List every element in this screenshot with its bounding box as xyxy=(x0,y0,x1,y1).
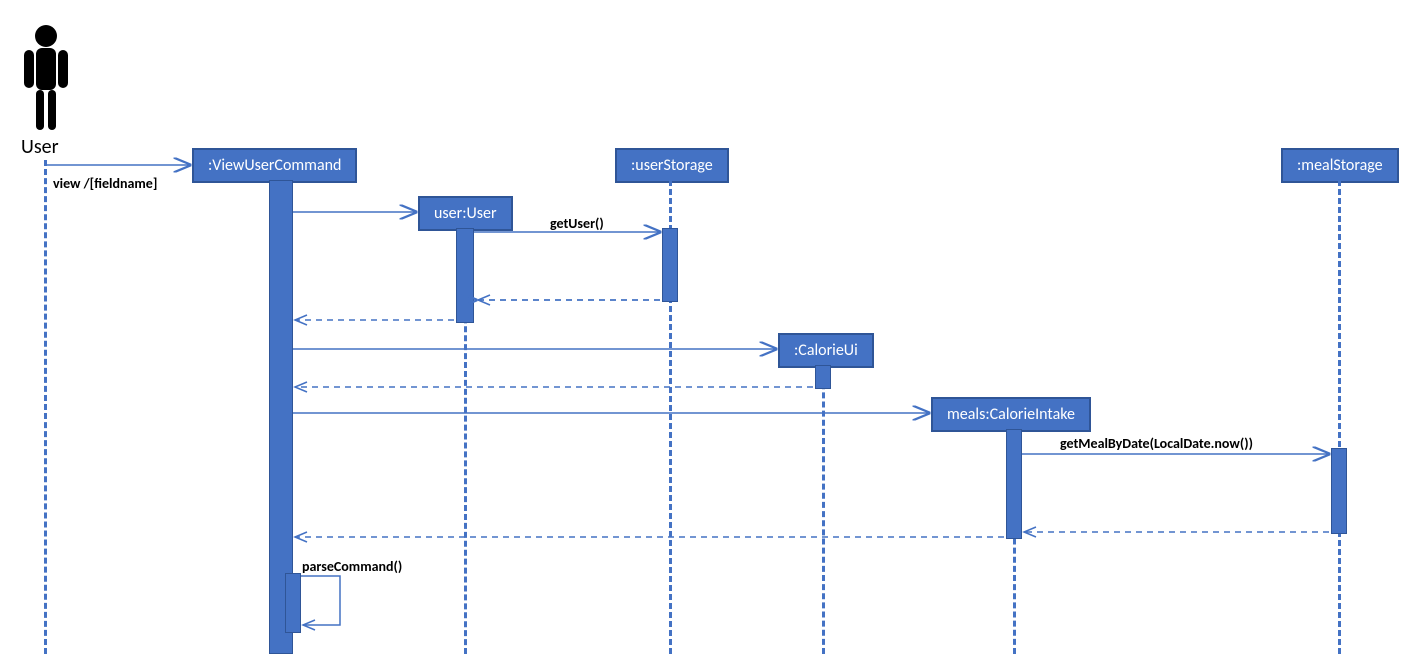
participant-mealstorage: :mealStorage xyxy=(1281,148,1399,183)
participant-label: user:User xyxy=(434,204,497,223)
participant-mealscalorieintake: meals:CalorieIntake xyxy=(931,397,1091,432)
actor-label: User xyxy=(21,135,59,159)
participant-viewusercommand: :ViewUserCommand xyxy=(192,148,357,183)
lifeline-mealstorage xyxy=(1338,180,1341,654)
msg-parsecommand: parseCommand() xyxy=(302,558,402,575)
participant-label: :userStorage xyxy=(631,156,713,175)
activation-userstorage xyxy=(662,228,678,302)
activation-useruser xyxy=(456,228,474,323)
participant-calorieui: :CalorieUi xyxy=(778,333,874,368)
actor-icon xyxy=(24,24,68,134)
lifeline-user xyxy=(44,160,47,654)
activation-parsecommand xyxy=(285,573,301,633)
participant-userstorage: :userStorage xyxy=(615,148,729,183)
activation-mealscalorieintake xyxy=(1006,429,1022,539)
lifeline-calorieui xyxy=(822,365,825,654)
msg-view-fieldname: view /[fieldname] xyxy=(53,175,157,192)
participant-label: :mealStorage xyxy=(1297,156,1383,175)
participant-label: meals:CalorieIntake xyxy=(947,405,1075,424)
activation-mealstorage xyxy=(1331,448,1347,534)
msg-getmealbydate: getMealByDate(LocalDate.now()) xyxy=(1060,435,1253,452)
participant-useruser: user:User xyxy=(418,196,513,231)
sequence-diagram: User :ViewUserCommand user:User :userSto… xyxy=(0,0,1422,654)
participant-label: :CalorieUi xyxy=(794,341,858,360)
activation-calorieui xyxy=(815,365,831,389)
participant-label: :ViewUserCommand xyxy=(208,156,341,175)
msg-getuser: getUser() xyxy=(550,215,604,232)
arrows-layer xyxy=(0,0,1422,654)
